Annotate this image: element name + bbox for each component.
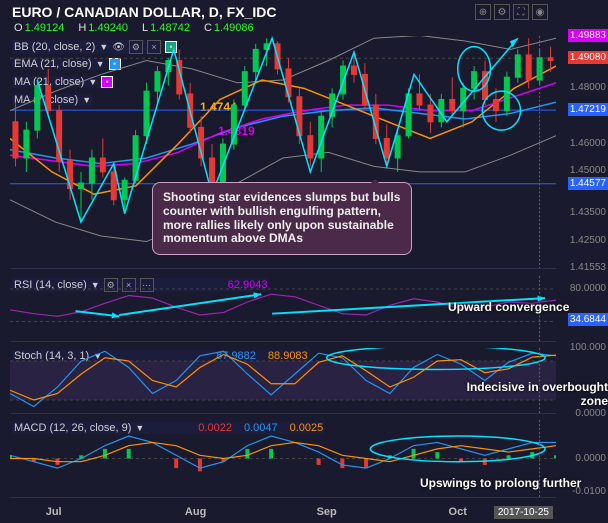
- x-month-label: Jul: [46, 506, 62, 518]
- y-rsi-label: 80.0000: [570, 283, 606, 294]
- x-month-label: Aug: [185, 506, 206, 518]
- h-val: 1.49240: [88, 22, 128, 34]
- x-axis[interactable]: Jul Aug Sep Oct: [10, 500, 556, 518]
- y-price-label: 1.42500: [570, 235, 606, 246]
- header-toolbar: ⊕ ⚙ ⛶ ◉: [475, 4, 548, 20]
- y-stoch-label: 100.000: [570, 342, 606, 353]
- y-price-label: 1.47219: [568, 103, 608, 116]
- c-val: 1.49086: [214, 22, 254, 34]
- l-val: 1.48742: [150, 22, 190, 34]
- o-val: 1.49124: [25, 22, 65, 34]
- settings-icon[interactable]: ⚙: [494, 4, 510, 20]
- x-month-label: Sep: [317, 506, 337, 518]
- fullscreen-icon[interactable]: ⛶: [513, 4, 529, 20]
- o-label: O: [14, 22, 23, 34]
- y-price-label: 1.45000: [570, 165, 606, 176]
- compare-icon[interactable]: ⊕: [475, 4, 491, 20]
- y-price-label: 1.46000: [570, 138, 606, 149]
- y-price-label: 1.43500: [570, 207, 606, 218]
- y-price-label: 1.44577: [568, 177, 608, 190]
- rsi-annot: Upward convergence: [448, 300, 569, 314]
- y-axis[interactable]: 1.49883 1.49080 1.48000 1.47219 1.46000 1.450…: [558, 0, 608, 505]
- y-price-label: 1.49080: [568, 51, 608, 64]
- cursor-date-tag: 2017-10-25: [494, 506, 553, 519]
- camera-icon[interactable]: ◉: [532, 4, 548, 20]
- ticker-symbol[interactable]: EURO / CANADIAN DOLLAR, D, FX_IDC: [12, 4, 276, 20]
- y-macd-label: 0.0000: [575, 453, 606, 464]
- y-price-label: 1.48000: [570, 82, 606, 93]
- y-rsi-label: 34.6844: [568, 313, 608, 326]
- l-label: L: [142, 22, 148, 34]
- y-price-label: 1.41553: [570, 262, 606, 273]
- chart-header: EURO / CANADIAN DOLLAR, D, FX_IDC: [12, 4, 548, 20]
- x-month-label: Oct: [449, 506, 467, 518]
- y-stoch-label: 0.0000: [575, 408, 606, 419]
- y-macd-label: -0.0100: [572, 486, 606, 497]
- annotation-callout[interactable]: Shooting star evidences slumps but bulls…: [152, 182, 412, 255]
- y-price-label: 1.49883: [568, 29, 608, 42]
- h-label: H: [78, 22, 86, 34]
- c-label: C: [204, 22, 212, 34]
- ohlc-row: O1.49124 H1.49240 L1.48742 C1.49086: [14, 22, 254, 34]
